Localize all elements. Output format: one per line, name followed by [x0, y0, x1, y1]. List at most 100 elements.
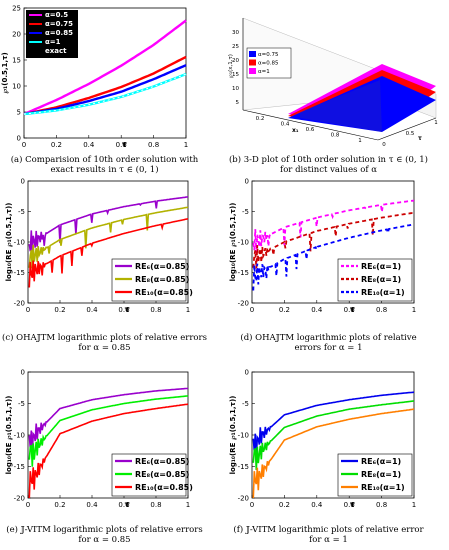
y-tick-label: -20 [14, 300, 25, 308]
y-tick-label: 15 [12, 57, 21, 65]
x-tick-label: 0 [26, 501, 30, 509]
chart-a: 0 0.2 0.4 0.6 0.8 10510152025τ℘₁(0.5,1,τ)α=0.… [1, 5, 188, 150]
series-line [252, 400, 415, 471]
y-tick-label: -5 [242, 400, 249, 408]
legend-label: RE₆(α=1) [361, 457, 401, 466]
y-tick-label: 0 [21, 369, 25, 377]
surface-shade [300, 80, 382, 132]
y-tick-label: -15 [238, 269, 249, 277]
x-tick-label: 0.2 [279, 501, 290, 509]
y-axis-label: log₁₀(RE ℘₁(0.5,1,τ)) [5, 203, 13, 282]
x-tick-label: 0.2 [256, 116, 265, 122]
x-tick-label: 0.8 [376, 306, 387, 314]
z-tick-label: 5 [236, 100, 240, 106]
x-tick-label: 0.6 [344, 306, 356, 314]
series-line [23, 64, 187, 116]
y-axis-label: log₁₀(RE ℘₁(0.5,1,τ)) [5, 396, 13, 475]
y-tick-label: 0 [382, 142, 386, 148]
x-tick-label: 0.4 [311, 501, 323, 509]
chart-b: 510152025300.20.40.60.8100.51x₁τ℘₁(x,1,τ… [228, 17, 438, 148]
series-line [28, 395, 189, 467]
x-tick-label: 1 [184, 141, 188, 149]
z-tick-label: 10 [232, 86, 239, 92]
series-line [252, 199, 415, 254]
legend-label: RE₆(α=0.85) [135, 457, 189, 466]
y-tick-label: -5 [18, 208, 25, 216]
legend-label: RE₁₀(α=1) [361, 288, 405, 297]
y-axis-label: log₁₀(RE ℘₁(0.5,1,τ)) [229, 203, 237, 282]
y-tick-label: -10 [14, 239, 25, 247]
legend-label: RE₈(α=1) [361, 275, 401, 284]
x-tick-label: 0.8 [150, 501, 161, 509]
caption-d: (d) OHA𝕁TM logarithmic plots of relative… [240, 333, 417, 353]
x-tick-label: 1 [358, 138, 362, 144]
x-tick-label: 0.4 [281, 122, 290, 128]
caption-e: (e) 𝕁-VITM logarithmic plots of relative… [6, 525, 203, 545]
z-tick-label: 30 [232, 30, 239, 36]
x-tick-label: 0.2 [54, 501, 65, 509]
legend-swatch [249, 59, 256, 66]
caption-a: (a) Comparision of 10th order solution w… [10, 155, 199, 175]
y-tick-label: -15 [14, 269, 25, 277]
x-tick-label: 0.2 [54, 306, 65, 314]
legend-label: α=1 [45, 38, 61, 46]
x-tick-label: 0.2 [51, 141, 62, 149]
x-tick-label: 0.4 [86, 306, 98, 314]
y-tick-label: -20 [238, 300, 249, 308]
x-tick-label: 1 [412, 501, 416, 509]
legend-label: RE₁₀(α=0.85) [135, 288, 193, 297]
series-line [23, 19, 187, 116]
y-tick-label: -15 [14, 463, 25, 471]
series-line [28, 387, 189, 456]
caption-f: (f) 𝕁-VITM logarithmic plots of relative… [233, 525, 424, 545]
x-axis-label: τ [122, 140, 127, 149]
y-tick-label: 25 [12, 5, 21, 13]
x-axis-label: τ [350, 500, 355, 509]
series-line [252, 408, 415, 499]
y-tick-label: 0 [245, 178, 249, 186]
y-tick-label: 0 [17, 135, 21, 143]
legend-box [337, 258, 413, 302]
legend-label: RE₈(α=0.85) [135, 275, 189, 284]
legend-label: α=0.85 [258, 61, 279, 67]
series-line [23, 72, 187, 116]
y-tick-label: 0.5 [406, 131, 415, 137]
legend-swatch [249, 68, 256, 74]
legend-label: RE₈(α=1) [361, 470, 401, 479]
y-axis-label: log₁₀(RE ℘₁(0.5,1,τ)) [229, 396, 237, 475]
caption-b: (b) 3-D plot of 10th order solution in τ… [228, 155, 428, 175]
chart-e: 0 0.2 0.4 0.6 0.8 1 -20 -15 -10 -5 0 τ log₁₀(RE ℘₁(0… [5, 369, 193, 510]
legend-label: RE₈(α=0.85) [135, 470, 189, 479]
y-tick-label: -10 [238, 239, 249, 247]
y-tick-label: 10 [12, 83, 21, 91]
series-line [252, 223, 415, 291]
legend-label: α=0.85 [45, 29, 73, 37]
y-tick-label: -20 [238, 495, 249, 503]
x-tick-label: 0.4 [83, 141, 95, 149]
z-tick-label: 25 [232, 44, 239, 50]
z-tick-label: 15 [232, 72, 239, 78]
y-tick-label: 1 [434, 120, 438, 126]
legend-label: α=0.75 [45, 20, 73, 28]
x-axis-label: x₁ [292, 127, 299, 134]
y-tick-label: 0 [21, 178, 25, 186]
legend-label: RE₁₀(α=0.85) [135, 483, 193, 492]
x-axis-label: τ [350, 305, 355, 314]
legend-label: RE₆(α=1) [361, 262, 401, 271]
x-tick-label: 0.6 [118, 306, 130, 314]
x-tick-label: 0 [250, 501, 254, 509]
y-tick-label: -5 [242, 208, 249, 216]
chart-c: 0 0.2 0.4 0.6 0.8 1 -20 -15 -10 -5 0 τ log₁₀(RE ℘₁(0… [5, 178, 193, 315]
series-line [252, 211, 415, 269]
y-axis-label: ℘₁(0.5,1,τ) [1, 52, 9, 93]
series-line [28, 218, 189, 288]
legend-label: exact [45, 47, 67, 55]
x-tick-label: 0.6 [116, 141, 128, 149]
y-tick-label: 0 [245, 369, 249, 377]
x-tick-label: 0.6 [344, 501, 356, 509]
x-tick-label: 0.2 [279, 306, 290, 314]
series-line [28, 403, 189, 499]
y-axis [377, 117, 437, 141]
x-axis-label: τ [125, 500, 130, 509]
x-tick-label: 0.6 [306, 127, 315, 133]
